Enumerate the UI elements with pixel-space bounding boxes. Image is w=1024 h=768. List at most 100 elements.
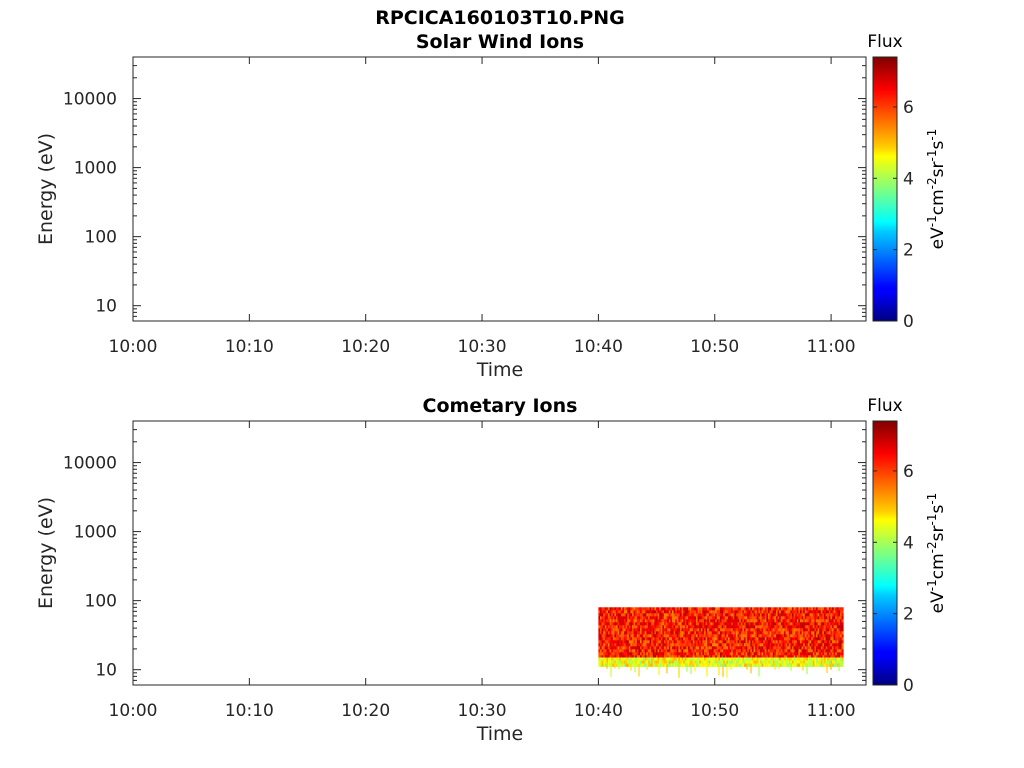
flux-cell [600,607,602,611]
flux-cell [718,610,721,614]
flux-cell [785,646,788,650]
flux-cell [616,646,618,650]
flux-speckle [678,664,680,678]
flux-cell [619,637,622,641]
flux-cell [603,625,606,629]
flux-cell [664,663,666,667]
flux-cell [769,625,772,629]
flux-cell [692,619,695,623]
flux-cell [676,657,679,661]
flux-cell [713,613,716,617]
flux-cell [772,631,775,635]
colorbar-tick-label: 0 [903,312,914,332]
flux-cell [718,649,721,653]
flux-cell [603,616,606,620]
flux-cell [612,631,615,635]
flux-cell [646,625,649,629]
flux-cell [779,643,782,647]
flux-cell [764,619,767,623]
flux-cell [636,634,639,638]
flux-cell [752,634,754,638]
flux-cell [840,634,842,638]
flux-cell [688,613,690,617]
flux-cell [835,631,838,635]
flux-cell [620,634,623,638]
flux-cell [809,625,812,629]
flux-cell [745,634,748,638]
flux-cell [841,625,844,629]
flux-cell [814,634,817,638]
flux-cell [779,652,782,656]
flux-cell [824,646,826,650]
colorbar-unit-label: eV-1cm-2sr-1s-1 [925,493,948,614]
flux-cell [686,613,689,617]
flux-cell [652,622,655,626]
flux-cell [827,634,830,638]
flux-cell [641,643,644,647]
flux-cell [641,625,644,629]
flux-cell [752,660,754,664]
flux-cell [785,634,788,638]
flux-cell [779,628,782,632]
flux-cell [704,643,706,647]
flux-cell [617,631,620,635]
flux-cell [662,646,665,650]
flux-cell [745,628,748,632]
flux-cell [611,646,614,650]
flux-cell [660,616,663,620]
flux-cell [798,634,801,638]
flux-cell [633,622,636,626]
x-tick-label: 10:00 [109,701,158,721]
flux-cell [798,625,801,629]
flux-cell [825,622,828,626]
flux-cell [803,657,806,661]
flux-cell [736,616,738,620]
flux-cell [744,616,746,620]
flux-cell [652,619,655,623]
flux-cell [782,613,785,617]
flux-cell [806,607,809,611]
flux-cell [640,660,642,664]
flux-cell [836,663,839,667]
flux-cell [724,655,727,659]
flux-cell [814,607,817,611]
flux-cell [612,610,615,614]
flux-cell [835,616,838,620]
flux-cell [808,649,810,653]
flux-cell [784,625,786,629]
flux-cell [715,660,718,664]
flux-cell [792,657,794,661]
flux-cell [753,607,756,611]
flux-cell [768,663,770,667]
flux-cell [763,628,766,632]
flux-cell [675,655,678,659]
flux-cell [816,625,818,629]
flux-cell [747,622,750,626]
flux-cell [640,616,642,620]
flux-cell [694,640,697,644]
flux-cell [648,634,650,638]
flux-cell [742,657,745,661]
flux-cell [608,619,610,623]
flux-cell [691,649,694,653]
colorbar-tick-label: 6 [903,98,914,118]
flux-cell [672,610,674,614]
flux-speckle [646,664,648,670]
flux-cell [820,622,823,626]
flux-cell [737,640,740,644]
flux-cell [824,657,826,661]
flux-cell [804,646,807,650]
flux-cell [651,649,654,653]
flux-cell [680,637,682,641]
flux-cell [600,640,602,644]
flux-cell [648,607,650,611]
flux-cell [640,663,642,667]
flux-cell [657,631,660,635]
flux-cell [702,628,705,632]
flux-cell [684,637,687,641]
flux-cell [638,643,641,647]
flux-cell [635,616,638,620]
flux-cell [644,663,647,667]
flux-cell [779,631,782,635]
